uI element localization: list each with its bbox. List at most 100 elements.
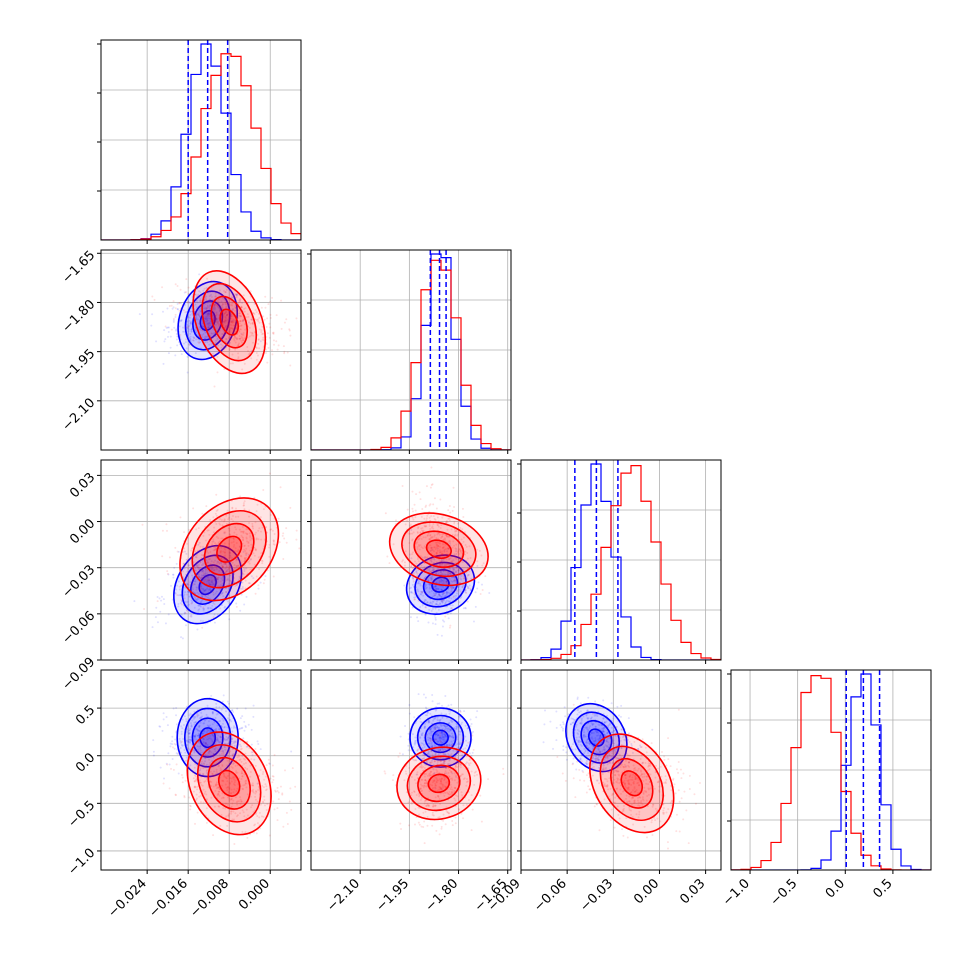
scatter-point bbox=[446, 573, 449, 576]
scatter-point bbox=[410, 591, 413, 594]
scatter-point bbox=[408, 524, 411, 527]
scatter-point bbox=[233, 334, 236, 337]
scatter-point bbox=[423, 842, 426, 845]
scatter-point bbox=[173, 566, 176, 569]
scatter-point bbox=[452, 568, 455, 571]
scatter-point bbox=[442, 579, 445, 582]
scatter-point bbox=[435, 551, 438, 554]
scatter-point bbox=[213, 569, 216, 572]
scatter-point bbox=[395, 519, 398, 522]
scatter-series-1 bbox=[384, 466, 487, 629]
scatter-point bbox=[428, 586, 431, 589]
scatter-point bbox=[224, 303, 227, 306]
scatter-point bbox=[175, 338, 178, 341]
scatter-point bbox=[458, 553, 461, 556]
scatter-point bbox=[221, 717, 224, 720]
scatter-point bbox=[216, 508, 219, 511]
scatter-point bbox=[445, 592, 448, 595]
scatter-point bbox=[216, 338, 219, 341]
scatter-point bbox=[202, 609, 205, 612]
scatter-point bbox=[225, 303, 228, 306]
scatter-point bbox=[204, 753, 207, 756]
scatter-point bbox=[268, 762, 271, 765]
scatter-point bbox=[271, 349, 274, 352]
scatter-point bbox=[211, 733, 214, 736]
scatter-point bbox=[170, 584, 173, 587]
scatter-point bbox=[187, 590, 190, 593]
scatter-point bbox=[254, 548, 257, 551]
scatter-point bbox=[436, 596, 439, 599]
scatter-point bbox=[188, 796, 191, 799]
scatter-point bbox=[424, 587, 427, 590]
scatter-point bbox=[401, 485, 404, 488]
scatter-point bbox=[243, 560, 246, 563]
scatter-point bbox=[268, 546, 271, 549]
scatter-point bbox=[207, 329, 210, 332]
scatter-point bbox=[202, 722, 205, 725]
scatter-point bbox=[202, 546, 205, 549]
scatter-point bbox=[425, 519, 428, 522]
scatter-point bbox=[217, 734, 220, 737]
scatter-point bbox=[215, 523, 218, 526]
scatter-point bbox=[211, 581, 214, 584]
scatter-point bbox=[188, 336, 191, 339]
scatter-point bbox=[207, 561, 210, 564]
scatter-point bbox=[233, 567, 236, 570]
scatter-point bbox=[175, 714, 178, 717]
scatter-point bbox=[448, 563, 451, 566]
scatter-point bbox=[282, 532, 285, 535]
scatter-point bbox=[188, 729, 191, 732]
scatter-point bbox=[208, 322, 211, 325]
scatter-point bbox=[197, 322, 200, 325]
scatter-point bbox=[435, 552, 438, 555]
scatter-point bbox=[442, 581, 445, 584]
scatter-point bbox=[257, 556, 260, 559]
scatter-point bbox=[224, 306, 227, 309]
scatter-point bbox=[230, 709, 233, 712]
scatter-point bbox=[421, 529, 424, 532]
scatter-point bbox=[208, 321, 211, 324]
scatter-point bbox=[189, 581, 192, 584]
scatter-point bbox=[254, 747, 257, 750]
scatter-point bbox=[449, 592, 452, 595]
scatter-point bbox=[194, 556, 197, 559]
scatter-point bbox=[464, 591, 467, 594]
scatter-point bbox=[215, 706, 218, 709]
scatter-point bbox=[205, 821, 208, 824]
scatter-point bbox=[455, 529, 458, 532]
panel-2-1 bbox=[307, 459, 512, 664]
scatter-point bbox=[208, 307, 211, 310]
scatter-point bbox=[240, 328, 243, 331]
scatter-point bbox=[414, 516, 417, 519]
scatter-point bbox=[212, 582, 215, 585]
scatter-point bbox=[204, 298, 207, 301]
scatter-point bbox=[244, 558, 247, 561]
scatter-point bbox=[225, 565, 228, 568]
scatter-point bbox=[430, 560, 433, 563]
scatter-point bbox=[165, 326, 168, 329]
scatter-point bbox=[203, 608, 206, 611]
contour-line bbox=[425, 539, 452, 560]
scatter-point bbox=[207, 323, 210, 326]
scatter-point bbox=[215, 318, 218, 321]
scatter-point bbox=[235, 528, 238, 531]
scatter-point bbox=[191, 547, 194, 550]
scatter-point bbox=[250, 334, 253, 337]
scatter-point bbox=[197, 604, 200, 607]
scatter-point bbox=[164, 622, 167, 625]
scatter-point bbox=[232, 328, 235, 331]
scatter-point bbox=[231, 507, 234, 510]
scatter-point bbox=[452, 586, 455, 589]
scatter-point bbox=[183, 330, 186, 333]
scatter-point bbox=[425, 517, 428, 520]
scatter-point bbox=[194, 331, 197, 334]
scatter-point bbox=[203, 531, 206, 534]
scatter-point bbox=[166, 335, 169, 338]
scatter-point bbox=[221, 700, 224, 703]
scatter-point bbox=[249, 331, 252, 334]
scatter-point bbox=[239, 495, 242, 498]
scatter-point bbox=[452, 568, 455, 571]
scatter-point bbox=[212, 319, 215, 322]
panel-frame bbox=[100, 459, 302, 661]
scatter-point bbox=[207, 551, 210, 554]
